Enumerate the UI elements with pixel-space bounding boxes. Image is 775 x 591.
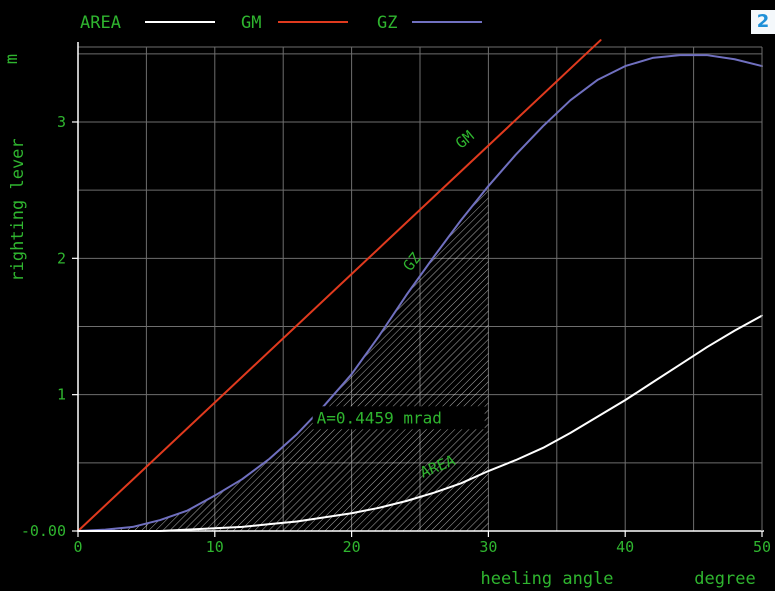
axes: 0 10 20 30 40 50 -0.00 1 2 3 heeling angle degree ri…: [2, 42, 771, 589]
x-tick-label: 20: [343, 538, 361, 556]
area-value-label-bg: [312, 406, 485, 430]
y-tick-label: 3: [57, 113, 66, 131]
y-axis-label: righting lever: [8, 138, 28, 281]
y-axis-unit: m: [2, 54, 22, 64]
series-line-gm: [77, 39, 602, 532]
legend-label-gm: GM: [241, 13, 261, 33]
y-tick-label: 1: [57, 386, 66, 404]
x-tick-label: 40: [616, 538, 634, 556]
series-layer: [77, 39, 763, 532]
y-tick-label: 2: [57, 249, 66, 267]
series-line-area: [77, 314, 763, 532]
x-axis-label: heeling angle: [480, 569, 613, 589]
area-shaded-region: [78, 186, 489, 531]
x-tick-label: 0: [73, 538, 82, 556]
legend-label-gz: GZ: [377, 13, 397, 33]
curve-label-gz: GZ: [399, 249, 424, 274]
x-axis-unit: degree: [694, 569, 755, 589]
x-tick-label: 50: [753, 538, 771, 556]
x-tick-label: 30: [479, 538, 497, 556]
figure-number-badge: 2: [751, 10, 775, 34]
area-value-label: A=0.4459 mrad: [317, 408, 442, 427]
series-line-gz: [77, 54, 763, 532]
legend: AREA GM GZ: [80, 13, 482, 33]
legend-label-area: AREA: [80, 13, 121, 33]
curve-label-gm: GM: [452, 127, 477, 152]
x-tick-label: 10: [206, 538, 224, 556]
y-tick-label: -0.00: [21, 522, 66, 540]
